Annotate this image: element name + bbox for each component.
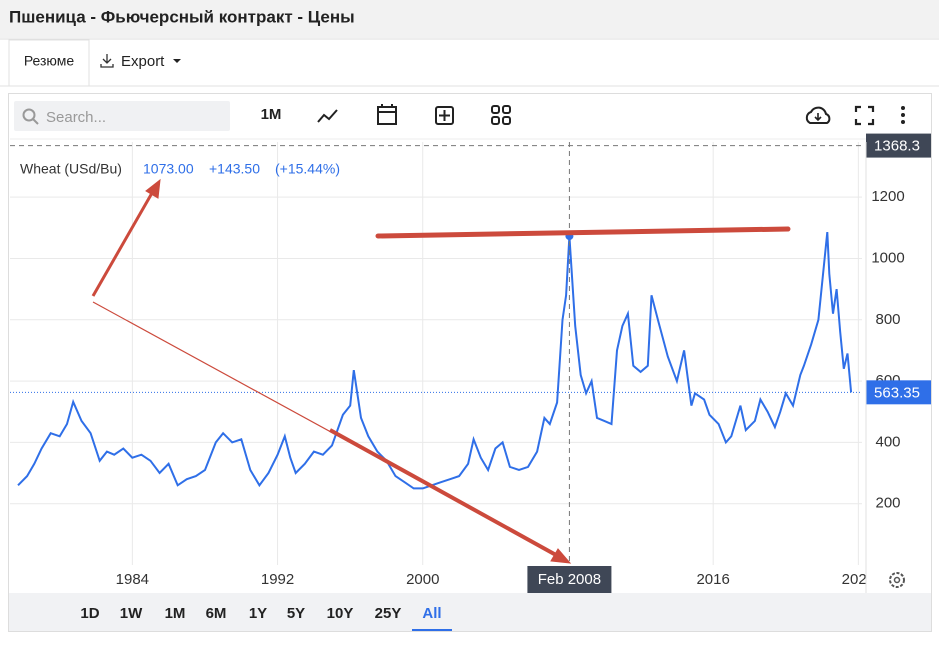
x-tick-label: 1992 (261, 571, 294, 588)
range-button[interactable]: 5Y (287, 605, 305, 622)
range-button[interactable]: All (422, 605, 441, 622)
range-button[interactable]: 6M (206, 605, 227, 622)
annotations (91, 178, 791, 564)
y-tick-label: 400 (875, 433, 900, 450)
search-placeholder[interactable]: Search... (46, 109, 106, 126)
tab-label[interactable]: Export (121, 53, 165, 70)
chart-type-icon[interactable] (317, 109, 338, 123)
y-tick-label: 1000 (871, 249, 904, 266)
legend-change-pct: (+15.44%) (275, 161, 340, 177)
tab[interactable] (8, 39, 90, 87)
calendar-icon[interactable] (377, 104, 397, 125)
range-button[interactable]: 1M (165, 605, 186, 622)
legend-change: +143.50 (209, 161, 260, 177)
y-tick-label: 1200 (871, 188, 904, 205)
range-button[interactable]: 1Y (249, 605, 267, 622)
crosshair-x-label: Feb 2008 (538, 571, 601, 588)
last-price-label: 563.35 (874, 384, 920, 401)
range-button[interactable]: 25Y (375, 605, 402, 622)
menu-icon[interactable] (901, 106, 905, 124)
legend-series-name: Wheat (USd/Bu) (20, 161, 122, 177)
last-price-badge (866, 380, 931, 405)
x-tick-label: 1984 (116, 571, 149, 588)
crosshair-x-badge (527, 566, 612, 593)
range-button[interactable]: 1D (80, 605, 99, 622)
price-line (17, 231, 853, 490)
add-icon[interactable] (435, 106, 454, 125)
search-box[interactable] (14, 101, 230, 131)
x-tick-label: 2024 (842, 571, 875, 588)
y-tick-label: 800 (875, 311, 900, 328)
chart-panel (8, 93, 932, 632)
settings-icon[interactable] (889, 572, 905, 588)
tab-label[interactable]: Резюме (24, 53, 75, 69)
download-icon[interactable] (805, 106, 831, 124)
export-button[interactable]: Export (100, 53, 181, 70)
interval-button[interactable]: 1M (261, 106, 282, 123)
range-bar (9, 593, 931, 631)
range-button[interactable]: 10Y (327, 605, 354, 622)
x-tick-label: 2000 (406, 571, 439, 588)
fullscreen-icon[interactable] (854, 105, 875, 126)
crosshair-y-label: 1368.3 (874, 138, 920, 155)
crosshair-y-badge (866, 133, 931, 158)
page-title: Пшеница - Фьючерсный контракт - Цены (9, 7, 355, 26)
y-tick-label: 200 (875, 495, 900, 512)
legend-value: 1073.00 (143, 161, 194, 177)
x-tick-label: 2016 (696, 571, 729, 588)
title-bar (0, 0, 939, 38)
range-button[interactable]: 1W (120, 605, 143, 622)
layout-icon[interactable] (491, 105, 511, 125)
